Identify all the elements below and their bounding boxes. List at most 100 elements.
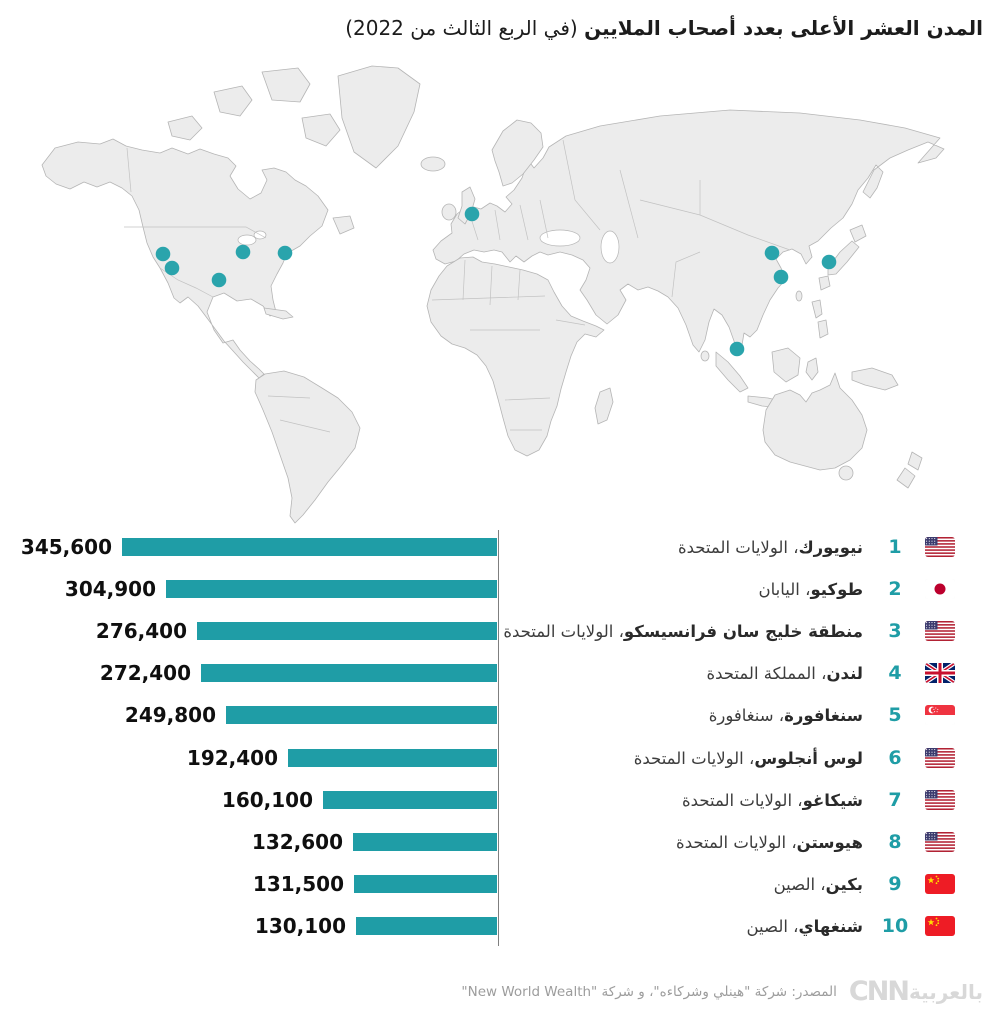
country-name: ، الولايات المتحدة [677, 537, 799, 557]
chart-row-4: 272,400 لندن، المملكة المتحدة 4 [0, 654, 993, 692]
landmass-cuba [263, 307, 294, 320]
city-entry: هيوستن، الولايات المتحدة 8 [676, 831, 955, 853]
border-alaska-canada [126, 147, 132, 193]
bar-value-label: 304,900 [64, 577, 156, 601]
flag-cn-icon [925, 916, 955, 936]
landmass-sumatra [715, 351, 749, 393]
flag-us-icon [925, 832, 955, 852]
bar [166, 580, 497, 598]
black-sea [539, 229, 581, 247]
city-dot-new-york [277, 245, 293, 261]
cnn-arabic-logo: CNN بالعربية [849, 978, 983, 1005]
rank-number: 7 [888, 789, 902, 811]
city-entry: منطقة خليج سان فرانسيسكو، الولايات المتح… [503, 620, 955, 642]
bar [197, 622, 497, 640]
city-label: شنغهاي، الصين [746, 917, 863, 936]
landmass-australia [762, 372, 868, 471]
bar-value-label: 345,600 [20, 535, 112, 559]
cnn-logo-text: CNN [848, 976, 910, 1007]
landmass-tasmania [838, 465, 854, 481]
borders-europe [469, 199, 549, 241]
chart-row-10: 130,100 شنغهاي، الصين 10 [0, 907, 993, 945]
rank-number: 6 [888, 747, 902, 769]
landmass-new-zealand [896, 451, 923, 489]
chart-row-6: 192,400 لوس أنجلوس، الولايات المتحدة 6 [0, 739, 993, 777]
landmass-arctic-islands [167, 67, 341, 147]
bar [201, 664, 497, 682]
city-entry: سنغافورة، سنغافورة 5 [709, 704, 955, 726]
country-name: ، الولايات المتحدة [633, 748, 755, 768]
city-dot-shanghai [773, 269, 789, 285]
bar-value-label: 132,600 [251, 830, 343, 854]
rank-number: 5 [888, 704, 902, 726]
landmass-south-america [254, 370, 361, 524]
city-dot-tokyo [821, 254, 837, 270]
borders-africa [431, 259, 586, 431]
city-name: بكين [825, 874, 863, 894]
rank-number: 2 [888, 578, 902, 600]
landmass-ireland [441, 203, 457, 221]
city-dot-chicago [235, 244, 251, 260]
flag-sg-icon [925, 705, 955, 725]
title-main: المدن العشر الأعلى بعدد أصحاب الملايين [584, 16, 983, 40]
city-name: هيوستن [796, 832, 863, 852]
city-name: شيكاغو [802, 790, 863, 810]
water-bodies [237, 229, 620, 264]
landmass-new-guinea [851, 367, 899, 391]
city-label: طوكيو، اليابان [759, 580, 864, 599]
city-entry: طوكيو، اليابان 2 [759, 578, 955, 600]
country-name: ، اليابان [758, 579, 811, 599]
footer: CNN بالعربية المصدر: شركة "هينلي وشركاءه… [10, 978, 983, 1005]
rank-number: 9 [888, 873, 902, 895]
bar [354, 875, 497, 893]
flag-gb-icon [925, 663, 955, 683]
landmass-eurasia [432, 109, 945, 355]
city-dots [155, 206, 837, 357]
title-period: (في الربع الثالث من 2022) [345, 16, 585, 40]
landmass-borneo [771, 347, 801, 383]
chart-row-2: 304,900 طوكيو، اليابان 2 [0, 570, 993, 608]
city-dot-houston [211, 272, 227, 288]
flag-cn-icon [925, 874, 955, 894]
landmass-scandinavia [491, 119, 544, 187]
rank-number: 3 [888, 620, 902, 642]
landmass-madagascar [594, 387, 614, 425]
bar [356, 917, 497, 935]
country-name: ، سنغافورة [708, 705, 785, 725]
city-label: شيكاغو، الولايات المتحدة [682, 791, 863, 810]
city-name: لندن [826, 663, 863, 683]
city-dot-london [464, 206, 480, 222]
bar [323, 791, 497, 809]
landmass-sulawesi [805, 357, 819, 381]
flag-jp-icon [925, 579, 955, 599]
bar-value-label: 272,400 [99, 661, 191, 685]
country-name: ، الولايات المتحدة [676, 832, 797, 852]
city-name: شنغهاي [798, 916, 864, 936]
city-label: نيويورك، الولايات المتحدة [678, 538, 863, 557]
source-credit: المصدر: شركة "هينلي وشركاءه"، و شركة "Ne… [461, 983, 837, 1000]
city-label: سنغافورة، سنغافورة [709, 706, 863, 725]
city-label: لوس أنجلوس، الولايات المتحدة [634, 749, 863, 768]
bar-value-label: 130,100 [254, 914, 346, 938]
landmass-africa [426, 256, 605, 457]
caspian-sea [600, 230, 620, 264]
country-name: ، الصين [773, 874, 826, 894]
city-name: نيويورك [798, 537, 863, 557]
cnn-arabic-text: بالعربية [908, 979, 983, 1004]
city-name: سنغافورة [784, 705, 863, 725]
flag-us-icon [925, 537, 955, 557]
country-name: ، الولايات المتحدة [503, 621, 624, 641]
city-label: منطقة خليج سان فرانسيسكو، الولايات المتح… [503, 622, 863, 641]
country-name: ، الولايات المتحدة [682, 790, 803, 810]
city-entry: بكين، الصين 9 [774, 873, 955, 895]
chart-row-5: 249,800 سنغافورة، سنغافورة 5 [0, 696, 993, 734]
great-lake-1 [237, 234, 257, 246]
city-entry: نيويورك، الولايات المتحدة 1 [678, 536, 955, 558]
bar-value-label: 249,800 [124, 703, 216, 727]
bar-value-label: 131,500 [252, 872, 344, 896]
city-entry: شنغهاي، الصين 10 [746, 915, 955, 937]
chart-row-9: 131,500 بكين، الصين 9 [0, 865, 993, 903]
bar-value-label: 160,100 [221, 788, 313, 812]
city-dot-beijing [764, 245, 780, 261]
country-borders [124, 139, 791, 433]
